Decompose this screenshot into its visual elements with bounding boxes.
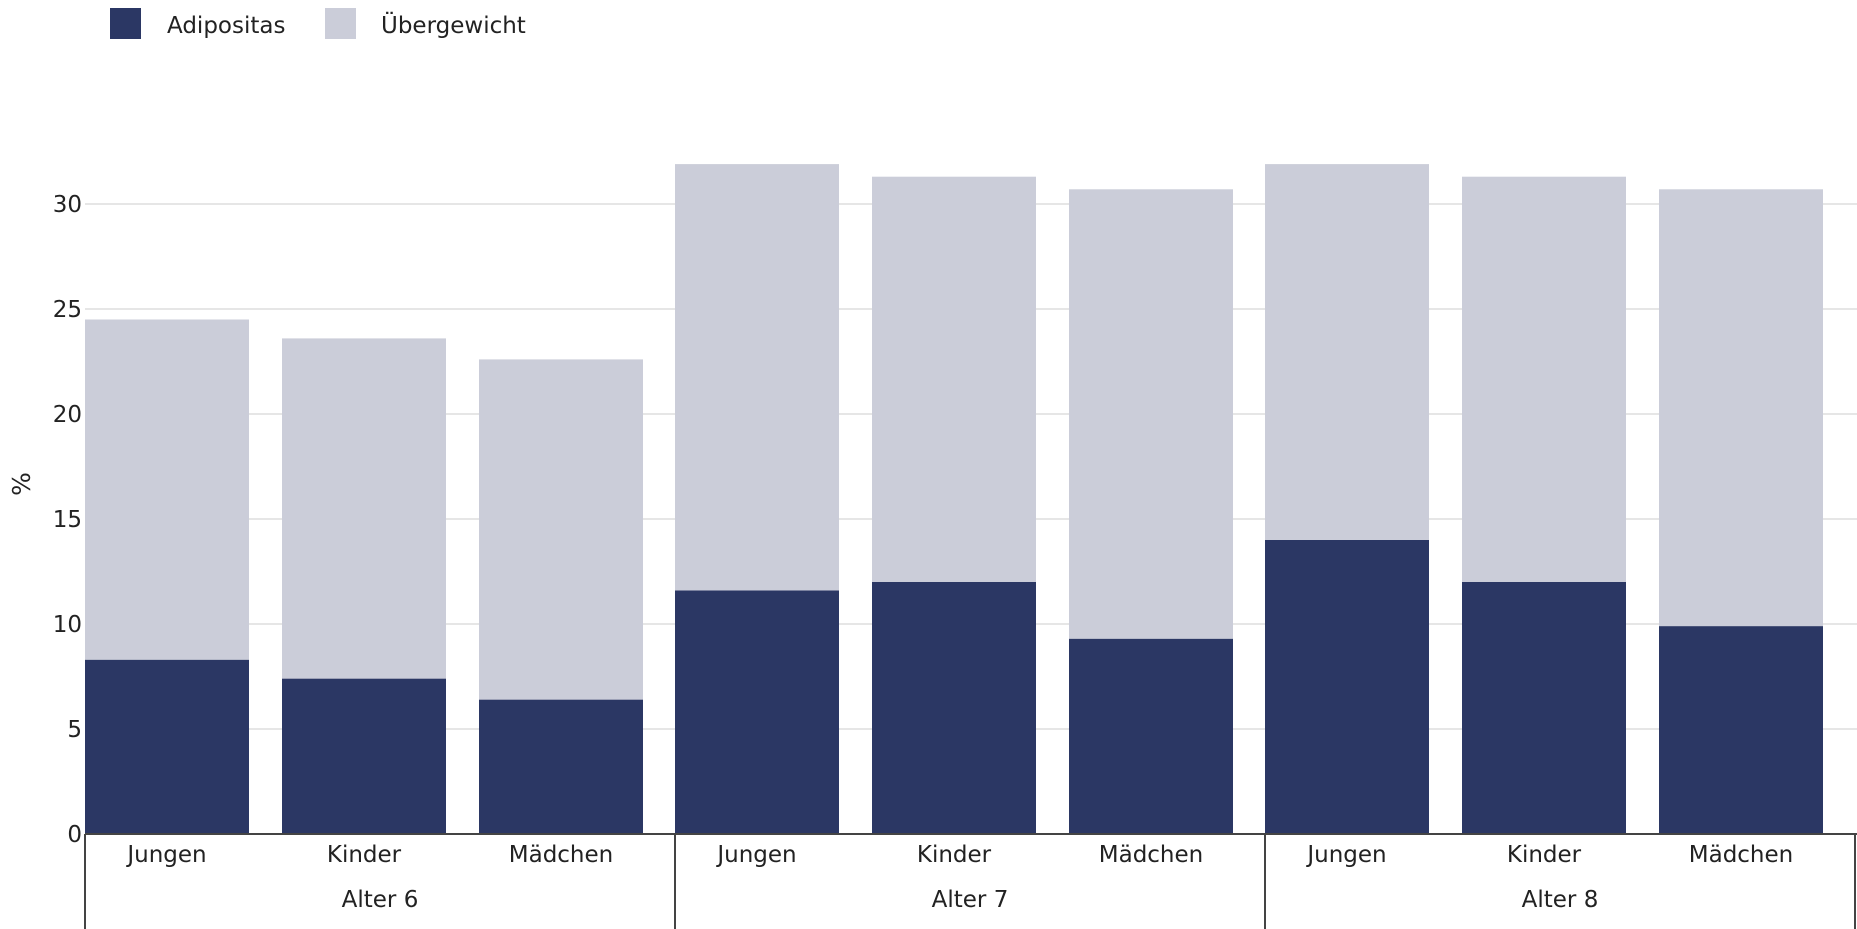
x-tick-label: Jungen	[1305, 842, 1386, 868]
x-tick-label: Jungen	[125, 842, 206, 868]
bar-adipositas-6-0	[85, 659, 249, 834]
legend: Adipositas Übergewicht	[110, 8, 526, 39]
bar-adipositas-6-1	[282, 678, 446, 834]
bar-uebergewicht-6-1	[282, 338, 446, 679]
x-group-label: Alter 6	[342, 887, 419, 913]
x-tick-labels: Jungen Kinder Mädchen Jungen Kinder Mädchen Ju…	[125, 842, 1793, 868]
y-tick-label: 20	[53, 402, 82, 428]
bar-adipositas-6-2	[479, 699, 643, 834]
y-tick-label: 15	[53, 507, 82, 533]
y-axis-title: %	[7, 472, 36, 496]
y-tick-label: 0	[67, 822, 82, 848]
bar-uebergewicht-7-1	[872, 176, 1036, 582]
x-tick-label: Mädchen	[509, 842, 614, 868]
y-tick-label: 5	[67, 717, 82, 743]
bar-adipositas-8-2	[1659, 626, 1823, 834]
legend-label-uebergewicht: Übergewicht	[381, 11, 526, 39]
x-tick-label: Kinder	[327, 842, 402, 868]
x-group-labels: Alter 6 Alter 7 Alter 8	[342, 887, 1599, 913]
x-tick-label: Kinder	[1507, 842, 1582, 868]
legend-swatch-adipositas	[110, 8, 141, 39]
bar-uebergewicht-7-2	[1069, 189, 1233, 639]
y-tick-label: 10	[53, 612, 82, 638]
x-group-label: Alter 8	[1522, 887, 1599, 913]
bar-adipositas-8-0	[1265, 540, 1429, 834]
x-tick-label: Jungen	[715, 842, 796, 868]
bar-uebergewicht-8-2	[1659, 189, 1823, 627]
x-tick-label: Mädchen	[1099, 842, 1204, 868]
bar-uebergewicht-8-0	[1265, 164, 1429, 540]
y-tick-label: 25	[53, 297, 82, 323]
x-tick-label: Mädchen	[1689, 842, 1794, 868]
bar-adipositas-7-1	[872, 582, 1036, 834]
bar-uebergewicht-6-0	[85, 319, 249, 660]
axes	[84, 833, 1857, 929]
bar-uebergewicht-6-2	[479, 359, 643, 700]
bar-adipositas-7-0	[675, 590, 839, 834]
x-group-label: Alter 7	[932, 887, 1009, 913]
bar-adipositas-7-2	[1069, 638, 1233, 834]
x-tick-label: Kinder	[917, 842, 992, 868]
bar-uebergewicht-7-0	[675, 164, 839, 591]
bar-adipositas-8-1	[1462, 582, 1626, 834]
bar-uebergewicht-8-1	[1462, 176, 1626, 582]
bars	[85, 164, 1823, 834]
y-tick-labels: 0 5 10 15 20 25 30	[53, 192, 82, 848]
y-tick-label: 30	[53, 192, 82, 218]
legend-label-adipositas: Adipositas	[167, 13, 285, 39]
legend-swatch-uebergewicht	[325, 8, 356, 39]
